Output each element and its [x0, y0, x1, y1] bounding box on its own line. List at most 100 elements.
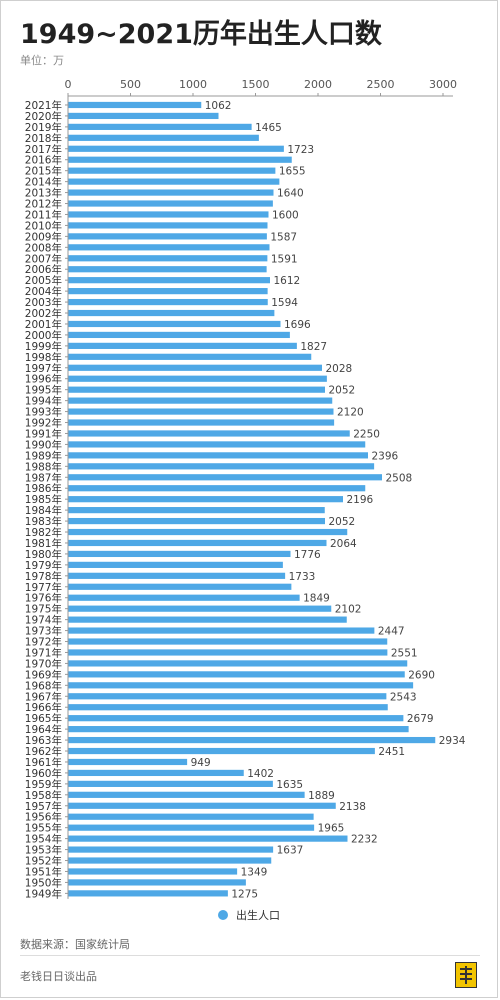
- bar: [68, 704, 388, 711]
- bar: [68, 802, 336, 809]
- x-tick-label: 2000: [304, 78, 332, 91]
- bar: [68, 200, 273, 207]
- bar-value-label: 1640: [277, 188, 304, 200]
- bar-value-label: 1849: [303, 593, 330, 605]
- y-category-label: 1974年: [25, 614, 62, 627]
- y-category-label: 1960年: [25, 767, 62, 780]
- y-category-label: 1976年: [25, 592, 62, 605]
- x-tick-label: 0: [65, 78, 72, 91]
- bar: [68, 123, 252, 130]
- brand-logo-icon: [455, 962, 477, 988]
- y-category-label: 1966年: [25, 701, 62, 714]
- y-category-label: 1993年: [25, 406, 62, 419]
- footer-divider: [20, 955, 480, 956]
- bar: [68, 353, 312, 360]
- y-category-label: 1949年: [25, 887, 62, 900]
- bar: [68, 726, 409, 733]
- bar: [68, 496, 343, 503]
- y-category-label: 2004年: [25, 285, 62, 298]
- bar: [68, 616, 347, 623]
- bar: [68, 747, 375, 755]
- y-category-label: 1968年: [25, 679, 62, 692]
- x-tick-label: 1000: [179, 78, 207, 91]
- bar: [68, 244, 270, 251]
- bar-value-label: 2508: [386, 472, 413, 484]
- y-category-label: 1970年: [25, 657, 62, 670]
- y-category-label: 1971年: [25, 646, 62, 659]
- y-category-label: 2007年: [25, 252, 62, 265]
- legend: 出生人口: [218, 907, 280, 923]
- y-category-label: 2013年: [25, 187, 62, 200]
- bar-value-label: 1612: [274, 275, 301, 287]
- y-category-label: 1991年: [25, 427, 62, 440]
- bar: [68, 112, 219, 120]
- y-category-label: 1952年: [25, 855, 62, 868]
- bar: [68, 320, 281, 328]
- bar-value-label: 1062: [205, 100, 232, 112]
- y-category-label: 1957年: [25, 800, 62, 813]
- bar-value-label: 2250: [353, 428, 380, 440]
- bar-value-label: 2232: [351, 834, 378, 846]
- y-category-label: 2015年: [25, 165, 62, 178]
- y-category-label: 2019年: [25, 121, 62, 134]
- y-category-label: 1951年: [25, 865, 62, 878]
- bar: [68, 539, 327, 547]
- bar: [68, 758, 188, 766]
- y-category-label: 1996年: [25, 373, 62, 386]
- y-category-label: 2018年: [25, 132, 62, 145]
- bar: [68, 397, 333, 404]
- bar: [68, 507, 325, 514]
- bar: [68, 649, 388, 656]
- y-category-label: 1961年: [25, 756, 62, 769]
- bar: [68, 288, 268, 295]
- y-category-label: 2008年: [25, 241, 62, 254]
- y-category-label: 1992年: [25, 417, 62, 430]
- producer-credit: 老钱日日谈出品: [20, 970, 97, 983]
- data-source: 数据来源：国家统计局: [20, 938, 130, 951]
- bar: [68, 813, 314, 820]
- bar-value-label: 1827: [300, 341, 327, 353]
- x-tick-label: 1500: [242, 78, 270, 91]
- bar: [68, 682, 414, 689]
- bar: [68, 583, 292, 590]
- y-category-label: 1973年: [25, 625, 62, 638]
- bar: [68, 178, 280, 185]
- bar: [68, 167, 276, 174]
- y-category-label: 1962年: [25, 745, 62, 758]
- bar: [68, 474, 382, 481]
- bar: [68, 419, 335, 426]
- bar-value-label: 949: [191, 757, 211, 769]
- bar: [68, 331, 290, 339]
- bar-value-label: 2451: [378, 746, 405, 758]
- bar-value-label: 1349: [241, 866, 268, 878]
- bar-value-label: 1587: [270, 231, 297, 243]
- bar-value-label: 1889: [308, 790, 335, 802]
- bar: [68, 638, 388, 645]
- bar-value-label: 2396: [372, 450, 399, 462]
- y-category-label: 2003年: [25, 296, 62, 309]
- y-category-label: 1950年: [25, 876, 62, 889]
- y-category-label: 1967年: [25, 690, 62, 703]
- bar: [68, 890, 228, 897]
- bar: [68, 145, 284, 152]
- y-category-label: 1964年: [25, 723, 62, 736]
- bar: [68, 857, 272, 864]
- bar: [68, 879, 246, 886]
- y-category-label: 2011年: [25, 208, 62, 221]
- y-category-label: 1997年: [25, 362, 62, 375]
- y-category-label: 1963年: [25, 734, 62, 747]
- y-category-label: 2021年: [25, 99, 62, 112]
- bar: [68, 791, 305, 798]
- bar-value-label: 1776: [294, 549, 321, 561]
- y-category-label: 1986年: [25, 482, 62, 495]
- y-category-label: 1956年: [25, 811, 62, 824]
- bar: [68, 594, 300, 601]
- y-category-label: 2016年: [25, 154, 62, 167]
- bar-value-label: 1637: [277, 845, 304, 857]
- bar: [68, 605, 332, 612]
- y-category-label: 1983年: [25, 515, 62, 528]
- bar: [68, 364, 322, 371]
- bar-value-label: 1723: [287, 144, 314, 156]
- y-category-label: 1982年: [25, 526, 62, 539]
- y-category-label: 1985年: [25, 493, 62, 506]
